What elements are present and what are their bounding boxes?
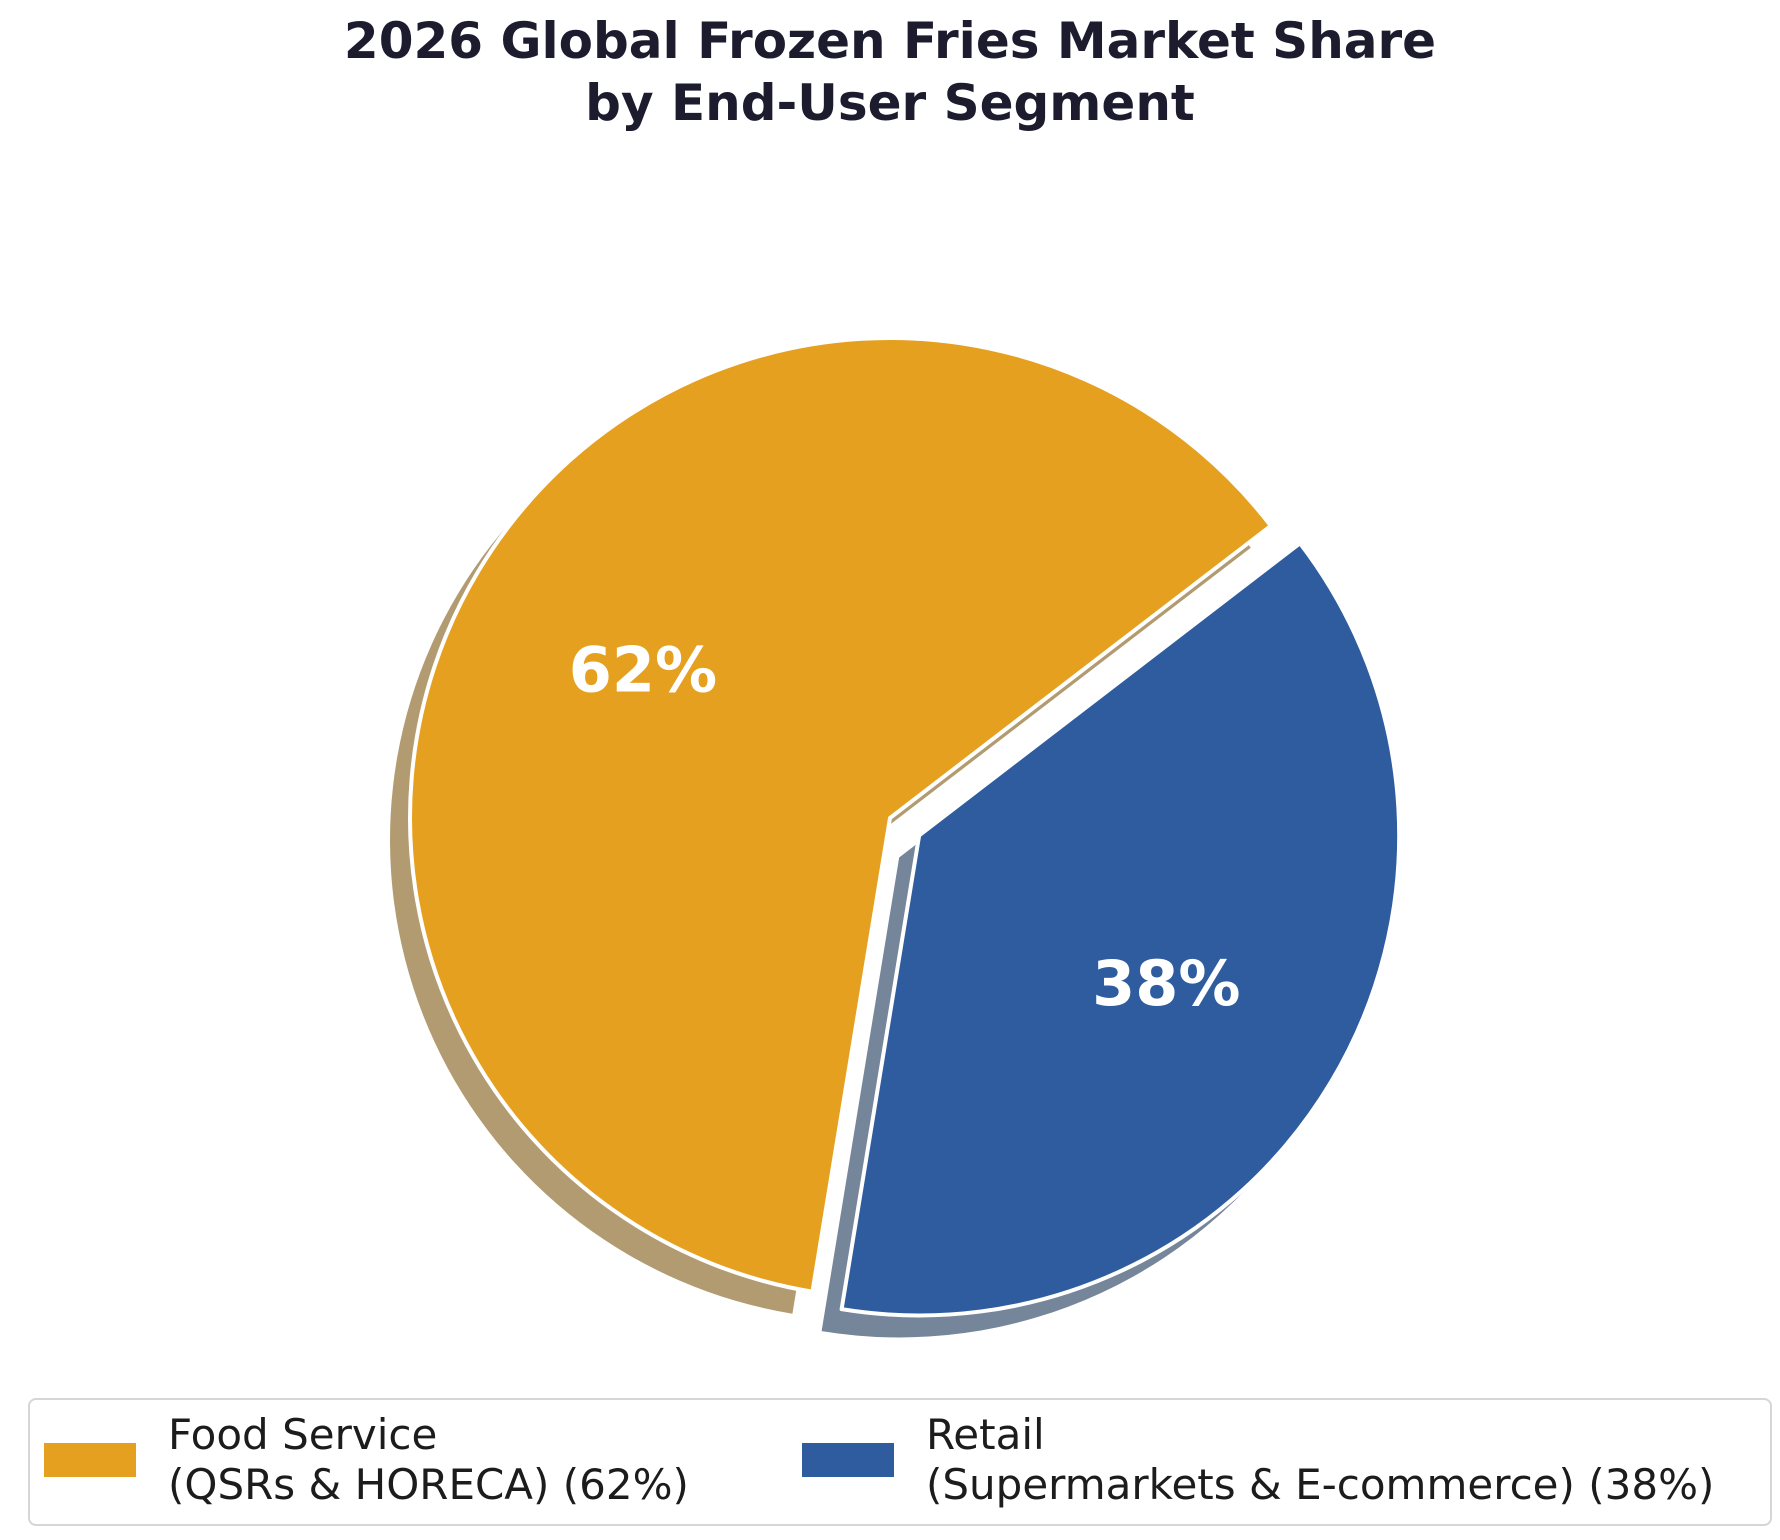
pie-slice-food-service [408, 336, 1273, 1294]
pie-slice-layer [408, 336, 1402, 1318]
legend-item-food-service: Food Service (QSRs & HORECA) (62%) [44, 1410, 689, 1510]
legend-label-retail: Retail (Supermarkets & E-commerce) (38%) [926, 1410, 1714, 1510]
legend-label-retail-line-2: (Supermarkets & E-commerce) (38%) [926, 1460, 1715, 1509]
chart-title-line-1: 2026 Global Frozen Fries Market Share [343, 12, 1437, 70]
pie-slice-label-food-service: 62% [569, 634, 717, 707]
legend-item-retail: Retail (Supermarkets & E-commerce) (38%) [802, 1410, 1714, 1510]
legend-label-food-service-line-2: (QSRs & HORECA) (62%) [168, 1460, 689, 1509]
pie-chart: 62% 38% [390, 336, 1402, 1338]
legend-swatch-food-service [44, 1443, 136, 1477]
chart-title-line-2: by End-User Segment [585, 74, 1195, 132]
pie-slice-label-retail: 38% [1092, 947, 1240, 1020]
pie-slice-retail [839, 541, 1402, 1318]
legend-swatch-retail [802, 1443, 894, 1477]
legend-label-retail-line-1: Retail [926, 1410, 1045, 1459]
chart-title: 2026 Global Frozen Fries Market Share by… [0, 10, 1780, 134]
legend-label-food-service-line-1: Food Service [168, 1410, 438, 1459]
pie-label-layer: 62% 38% [569, 634, 1241, 1020]
legend-label-food-service: Food Service (QSRs & HORECA) (62%) [168, 1410, 689, 1510]
legend: Food Service (QSRs & HORECA) (62%) Retai… [28, 1398, 1772, 1526]
